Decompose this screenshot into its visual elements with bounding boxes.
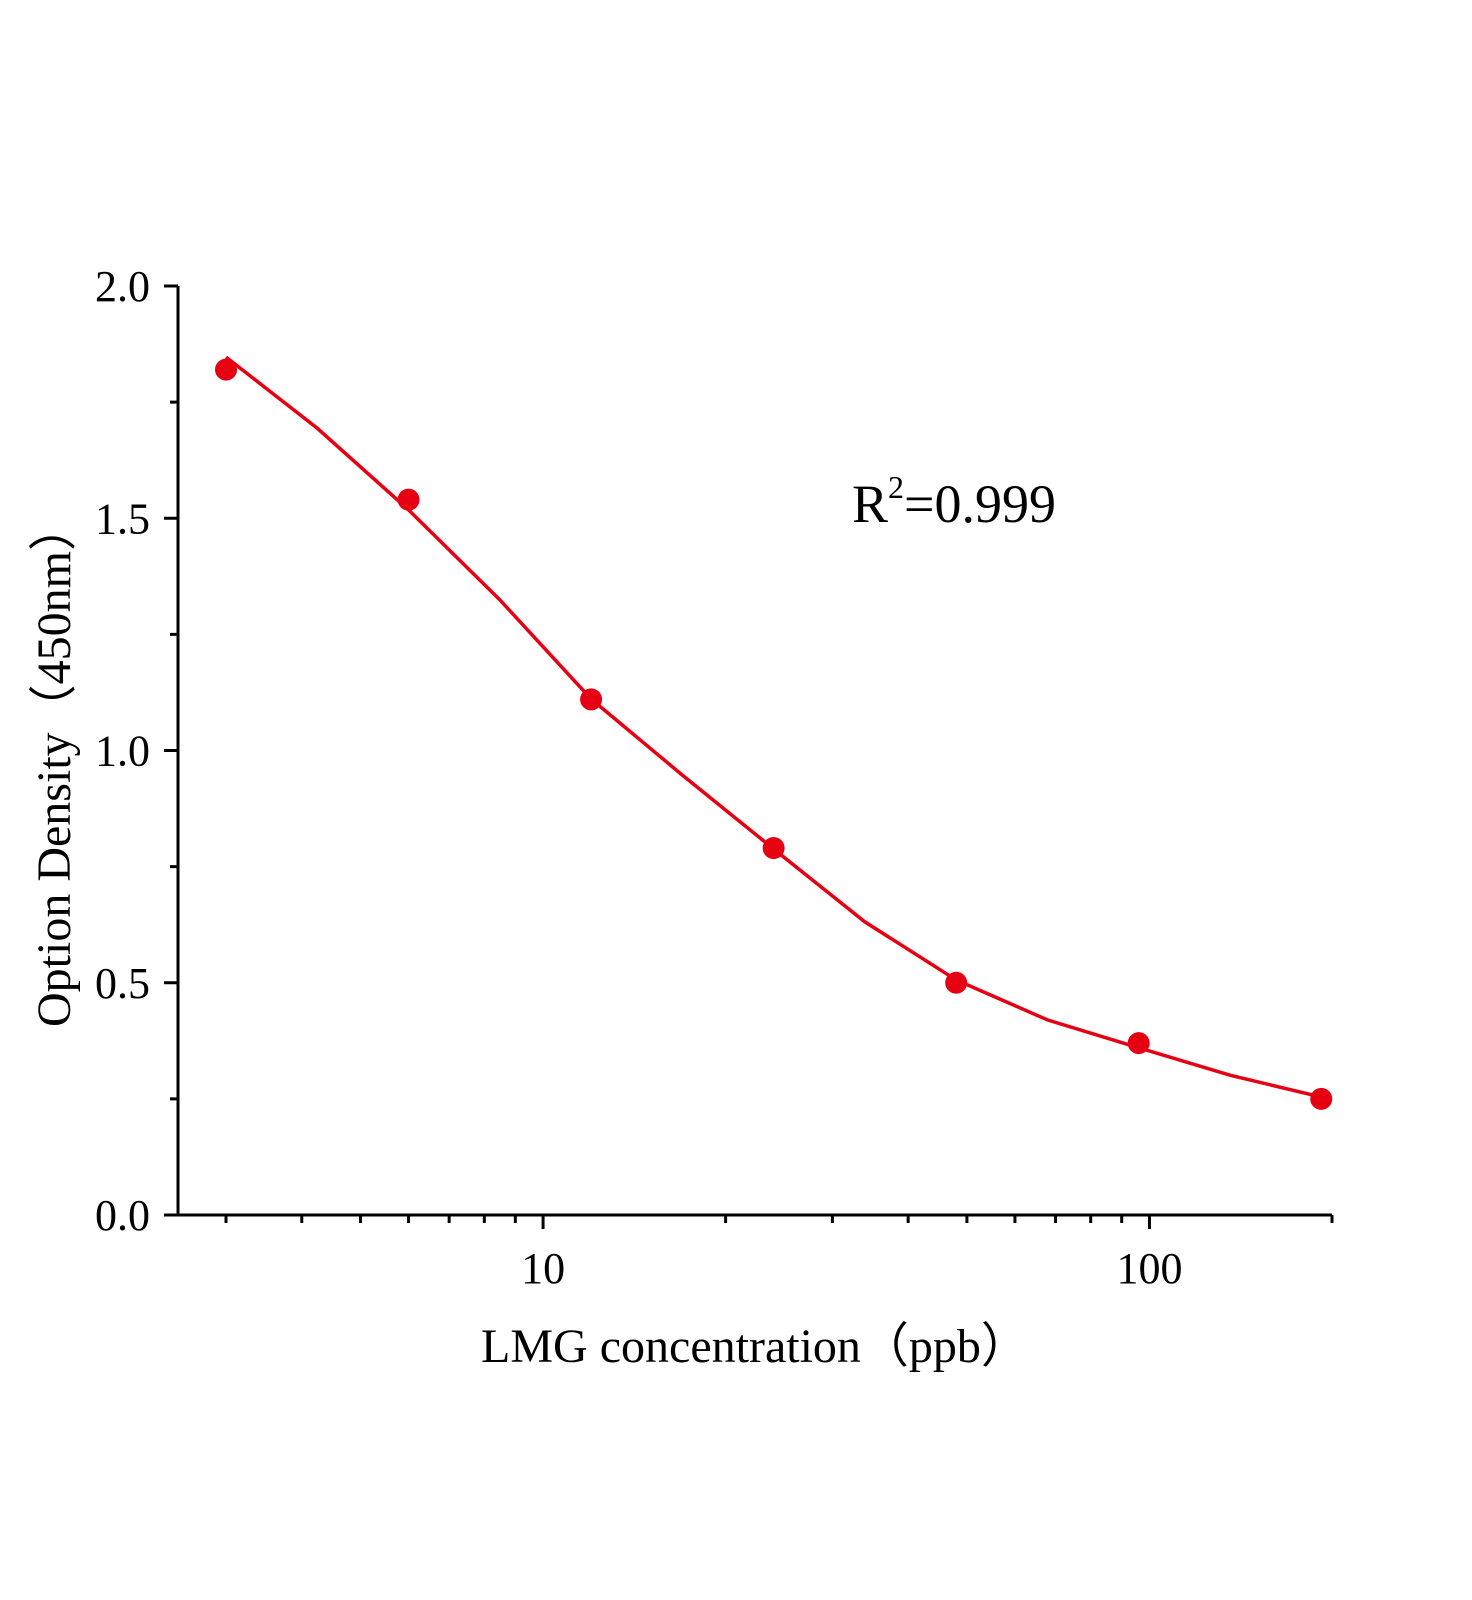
annotation: R2=0.999 <box>852 469 1056 534</box>
data-point <box>1310 1087 1333 1110</box>
annotation-part: =0.999 <box>904 474 1056 534</box>
y-tick-label: 1.0 <box>95 727 150 776</box>
y-tick-label: 2.0 <box>95 262 150 311</box>
y-tick-label: 0.0 <box>95 1191 150 1240</box>
x-tick-label: 10 <box>521 1244 565 1293</box>
data-point <box>397 488 420 511</box>
y-axis-label: Option Density（450nm） <box>28 503 81 1027</box>
x-axis-label: LMG concentration（ppb） <box>481 1320 1029 1373</box>
data-point <box>215 358 238 381</box>
annotation-sup: 2 <box>888 469 904 505</box>
fit-line <box>224 355 1322 1099</box>
y-tick-label: 0.5 <box>95 959 150 1008</box>
annotation-part: R <box>852 474 888 534</box>
y-tick-label: 1.5 <box>95 494 150 543</box>
x-tick-label: 100 <box>1116 1244 1182 1293</box>
